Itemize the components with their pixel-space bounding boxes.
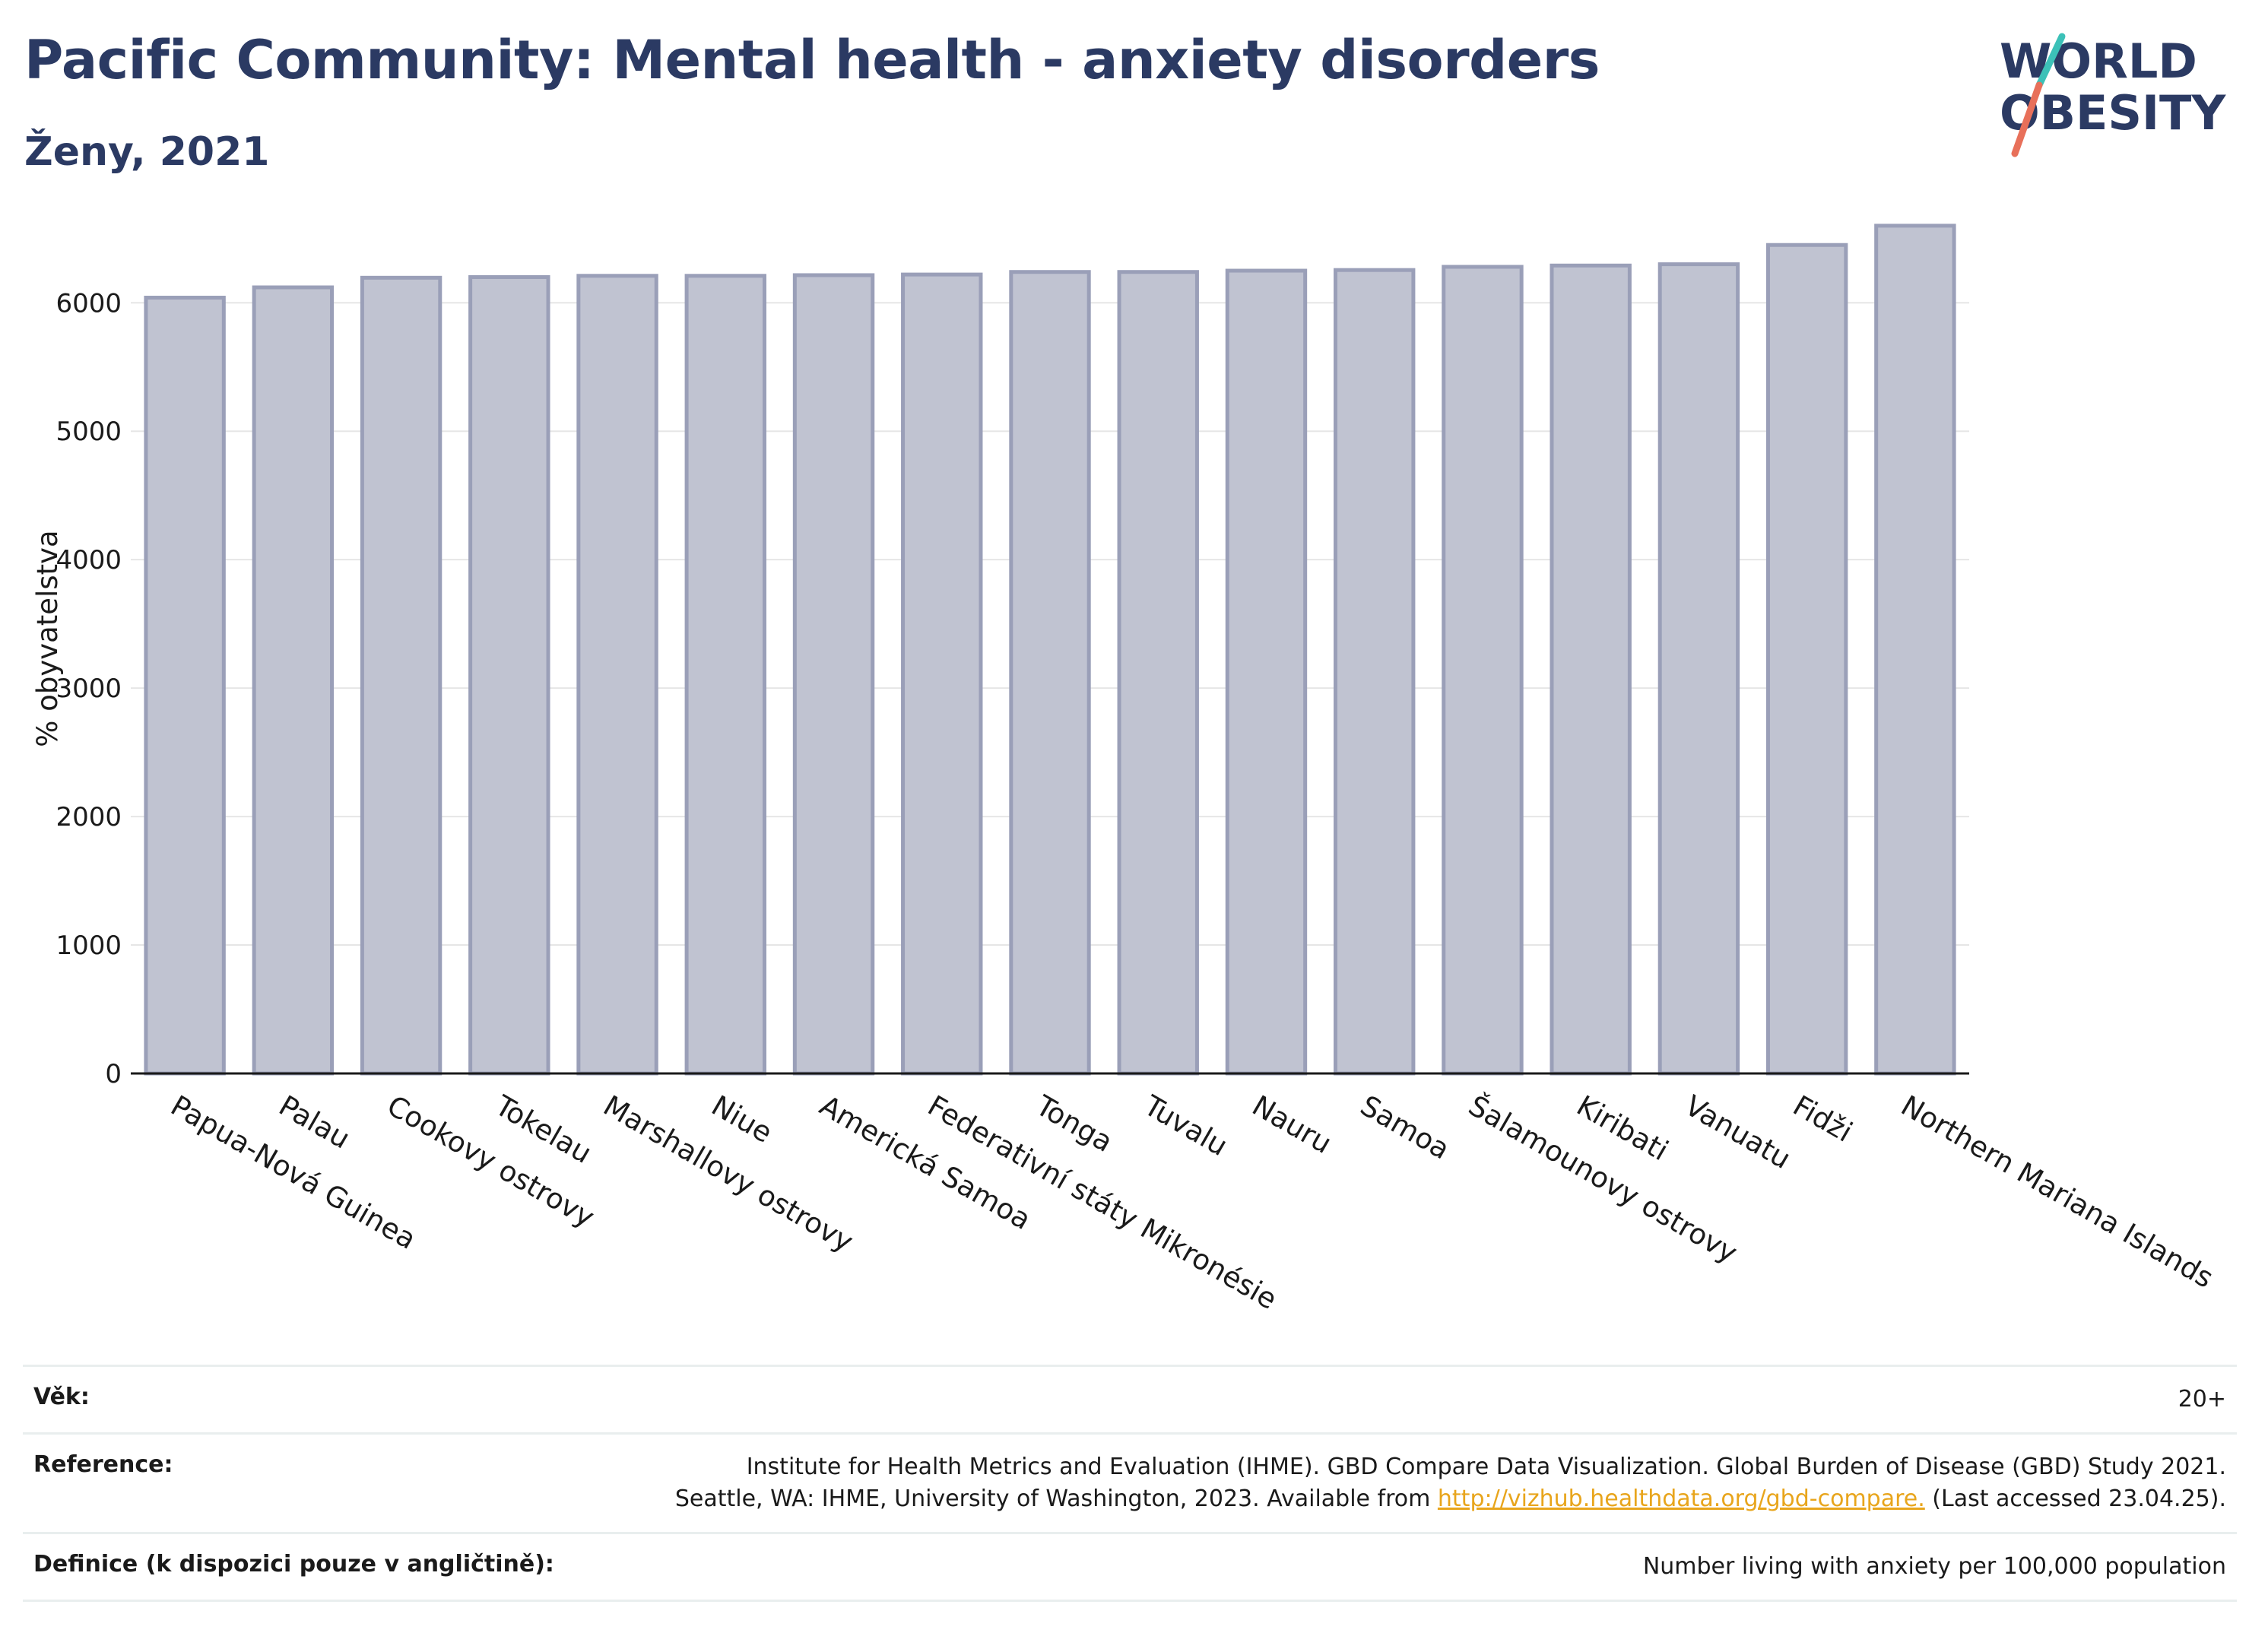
bar xyxy=(1874,224,1956,1076)
x-tick-label: Samoa xyxy=(1355,1089,1455,1166)
reference-link[interactable]: http://vizhub.healthdata.org/gbd-compare… xyxy=(1437,1486,1925,1512)
y-tick-label: 1000 xyxy=(56,931,122,961)
chart-title: Pacific Community: Mental health - anxie… xyxy=(24,29,1600,91)
bar xyxy=(1550,263,1632,1076)
y-tick-label: 3000 xyxy=(56,674,122,704)
bar xyxy=(1442,265,1524,1076)
bar xyxy=(576,274,658,1076)
bar xyxy=(360,275,443,1076)
reference-label: Reference: xyxy=(33,1451,173,1478)
bar xyxy=(468,274,550,1076)
x-tick-label: Vanuatu xyxy=(1680,1089,1797,1176)
definition-value: Number living with anxiety per 100,000 p… xyxy=(1642,1553,2226,1580)
y-tick-label: 6000 xyxy=(56,288,122,319)
bar xyxy=(1009,270,1091,1076)
info-row-age: Věk: 20+ xyxy=(23,1365,2237,1432)
reference-text-after: (Last accessed 23.04.25). xyxy=(1924,1486,2226,1512)
bar xyxy=(684,274,766,1076)
chart-subtitle: Ženy, 2021 xyxy=(24,129,270,175)
y-tick-label: 5000 xyxy=(56,417,122,447)
info-row-definition: Definice (k dispozici pouze v angličtině… xyxy=(23,1532,2237,1602)
y-tick-label: 0 xyxy=(105,1059,122,1089)
x-tick-label: Fidži xyxy=(1787,1089,1858,1149)
x-tick-label: Nauru xyxy=(1247,1089,1337,1160)
info-table: Věk: 20+ Reference: Institute for Health… xyxy=(23,1365,2237,1602)
x-tick-label: Northern Mariana Islands xyxy=(1895,1089,2219,1295)
reference-value: Institute for Health Metrics and Evaluat… xyxy=(660,1451,2226,1515)
bar xyxy=(252,285,335,1076)
y-axis-title: % obyvatelstva xyxy=(31,530,64,747)
age-label: Věk: xyxy=(33,1384,90,1410)
x-tick-label: Tuvalu xyxy=(1138,1089,1233,1162)
definition-label: Definice (k dispozici pouze v angličtině… xyxy=(33,1551,554,1577)
world-obesity-logo: WORLD OBESITY xyxy=(2000,33,2226,157)
bar xyxy=(1657,262,1740,1076)
reference-text: Institute for Health Metrics and Evaluat… xyxy=(674,1454,2226,1512)
bar xyxy=(1334,268,1416,1076)
bars xyxy=(144,224,1956,1076)
logo-slash-teal xyxy=(2035,33,2066,89)
bar xyxy=(1765,243,1848,1076)
y-tick-label: 4000 xyxy=(56,545,122,576)
bar xyxy=(144,296,226,1076)
x-tick-label: Tonga xyxy=(1029,1089,1118,1159)
bar xyxy=(792,273,875,1076)
y-tick-label: 2000 xyxy=(56,802,122,832)
x-tick-label: Niue xyxy=(706,1089,778,1149)
logo-slash-coral xyxy=(2011,81,2043,157)
bar xyxy=(1225,268,1308,1076)
info-row-reference: Reference: Institute for Health Metrics … xyxy=(23,1432,2237,1532)
logo-line1: WORLD xyxy=(2000,33,2197,89)
bar xyxy=(901,272,983,1076)
x-tick-label: Palau xyxy=(274,1089,356,1156)
bar xyxy=(1117,270,1199,1076)
age-value: 20+ xyxy=(2178,1386,2226,1413)
